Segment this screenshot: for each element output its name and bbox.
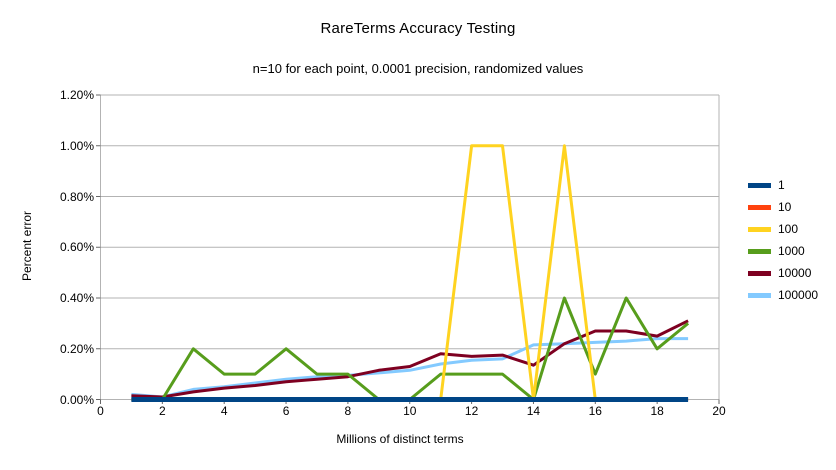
legend-swatch — [748, 204, 771, 210]
legend-swatch — [748, 292, 771, 298]
legend-label: 100 — [778, 222, 799, 236]
x-axis-tick-label: 14 — [526, 404, 541, 418]
x-axis-tick-label: 4 — [220, 404, 228, 418]
y-axis-tick-label: 0.80% — [59, 189, 94, 204]
legend-label: 100000 — [778, 288, 819, 302]
series-line-10000 — [131, 319, 689, 399]
legend-label: 10 — [778, 200, 792, 214]
legend-item: 100000 — [748, 284, 818, 306]
y-axis-tick-label: 0.00% — [59, 392, 94, 407]
y-axis-tick-label: 0.20% — [59, 341, 94, 356]
y-axis-tick-label: 1.20% — [59, 88, 94, 102]
legend-item: 1 — [748, 174, 818, 196]
legend-item: 1000 — [748, 240, 818, 262]
x-axis-tick-label: 20 — [712, 404, 726, 418]
x-axis-title: Millions of distinct terms — [336, 432, 464, 446]
legend: 1 10 100 1000 10000 100000 — [748, 174, 818, 306]
legend-swatch — [748, 226, 771, 232]
chart-title: RareTerms Accuracy Testing — [320, 20, 516, 37]
legend-swatch — [748, 248, 771, 254]
x-axis-tick-label: 18 — [650, 404, 664, 418]
y-axis-tick-label: 1.00% — [59, 138, 94, 153]
legend-swatch — [748, 270, 771, 276]
legend-label: 1 — [778, 178, 785, 192]
legend-label: 10000 — [778, 266, 812, 280]
series-line-100 — [131, 144, 689, 401]
y-axis-tick-label: 0.40% — [59, 291, 94, 305]
x-axis-tick-label: 16 — [588, 404, 602, 418]
x-axis-tick-label: 2 — [159, 404, 166, 418]
x-axis-tick-label: 12 — [464, 404, 479, 418]
x-axis-tick-label: 0 — [97, 404, 104, 418]
x-axis-tick-label: 8 — [344, 404, 352, 418]
legend-label: 1000 — [778, 244, 805, 258]
legend-item: 100 — [748, 218, 818, 240]
x-axis-tick-label: 6 — [282, 404, 290, 418]
legend-swatch — [748, 182, 771, 188]
x-axis-tick-label: 10 — [403, 404, 417, 418]
chart-subtitle: n=10 for each point, 0.0001 precision, r… — [252, 61, 584, 76]
legend-item: 10000 — [748, 262, 818, 284]
y-axis-tick-label: 0.60% — [59, 240, 94, 255]
legend-item: 10 — [748, 196, 818, 218]
